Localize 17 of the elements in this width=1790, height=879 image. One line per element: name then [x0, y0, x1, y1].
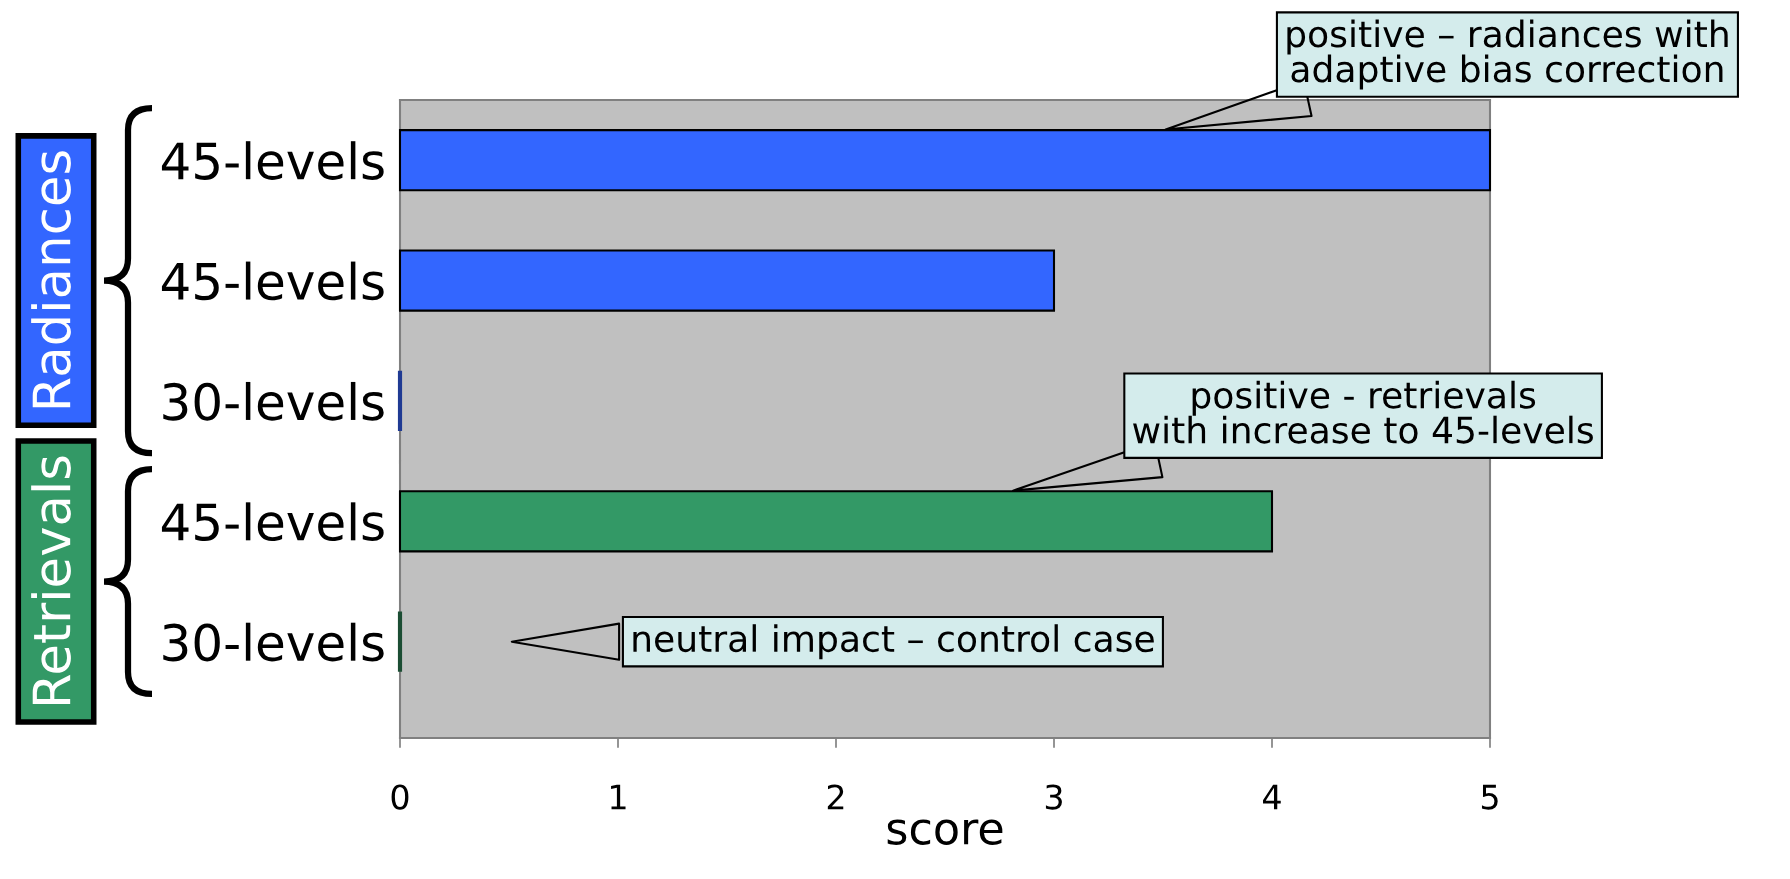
x-tick-label: 2 — [827, 784, 844, 810]
annotation: neutral impact – control case — [633, 624, 1154, 660]
y-axis-title: Radiances — [31, 151, 71, 408]
text: positive – radiances with adaptive bias correction — [1287, 19, 1728, 90]
y-tick-label: 45-levels — [161, 502, 384, 542]
y-tick-label: 45-levels — [161, 261, 384, 301]
x-tick-label: 4 — [1263, 784, 1281, 810]
x-tick-label: 0 — [391, 784, 409, 810]
x-tick-label: 3 — [1045, 784, 1062, 810]
x-tick-label: 5 — [1481, 784, 1498, 810]
x-tick-label: 1 — [611, 784, 626, 810]
annotation: positive - retrievals with increase to 45-levels — [1133, 380, 1593, 444]
x-axis-title: score — [887, 819, 1003, 845]
y-axis-title: Retrievals — [31, 456, 71, 705]
y-tick-label: 45-levels — [161, 141, 384, 180]
y-tick-label: 30-levels — [163, 622, 384, 662]
y-tick-label: 30-levels — [163, 381, 384, 421]
